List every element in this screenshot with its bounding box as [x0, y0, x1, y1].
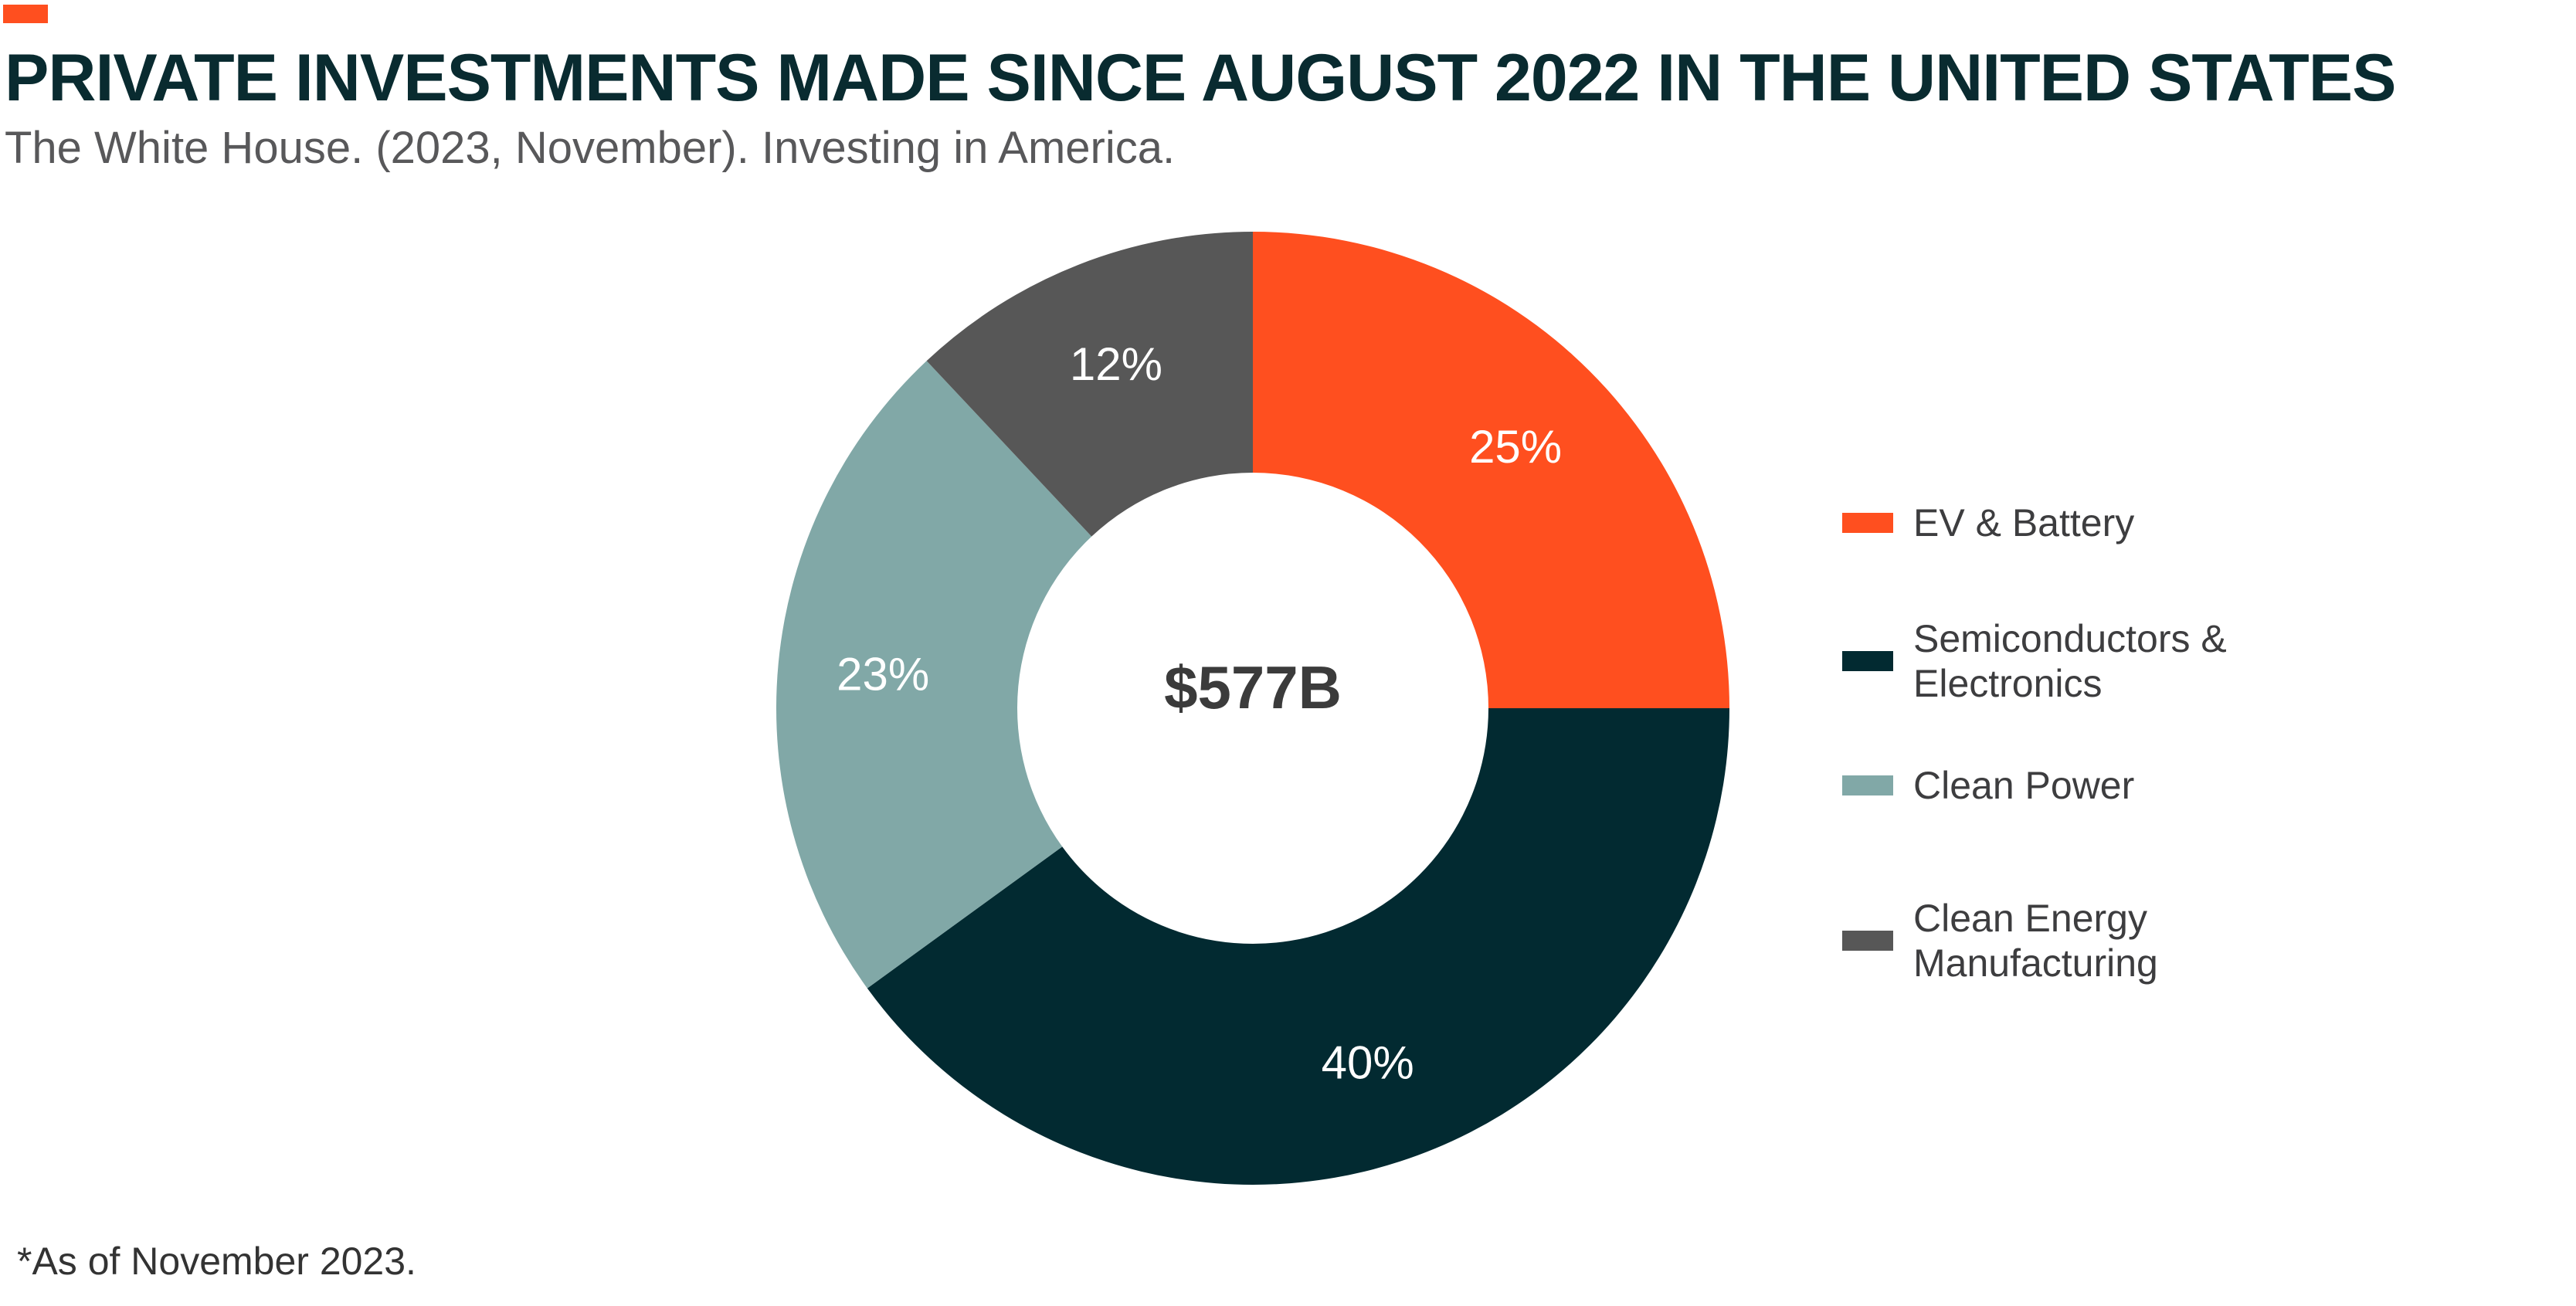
footnote: *As of November 2023. — [17, 1240, 416, 1283]
accent-bar — [3, 5, 48, 23]
slice-clean-power — [776, 361, 1092, 989]
slice-clean-energy-manufacturing — [926, 232, 1253, 537]
legend-swatch — [1842, 651, 1893, 671]
chart-subtitle: The White House. (2023, November). Inves… — [5, 123, 1176, 173]
slice-label-ev-and-battery: 25% — [1469, 421, 1562, 473]
legend-item-semiconductors-and-electronics: Semiconductors & Electronics — [1842, 616, 2276, 706]
slice-label-clean-power: 23% — [837, 649, 929, 700]
legend-item-clean-energy-manufacturing: Clean Energy Manufacturing — [1842, 896, 2276, 985]
legend-label: EV & Battery — [1913, 501, 2135, 544]
legend-swatch — [1842, 931, 1893, 951]
donut-chart: 25% 40% 23% 12% $577B — [776, 232, 1729, 1185]
chart-title: PRIVATE INVESTMENTS MADE SINCE AUGUST 20… — [5, 41, 2396, 115]
donut-slices — [776, 232, 1729, 1185]
slice-label-semiconductors-and-electronics: 40% — [1322, 1036, 1414, 1088]
center-total-label: $577B — [1164, 653, 1342, 721]
slice-label-clean-energy-manufacturing: 12% — [1070, 338, 1162, 390]
legend-label: Clean Power — [1913, 764, 2135, 807]
slice-ev-and-battery — [1253, 232, 1729, 708]
legend-swatch — [1842, 775, 1893, 795]
legend-label: Semiconductors & Electronics — [1913, 617, 2227, 705]
legend-item-ev-and-battery: EV & Battery — [1842, 500, 2500, 545]
slice-semiconductors-and-electronics — [867, 708, 1729, 1185]
legend-label: Clean Energy Manufacturing — [1913, 897, 2158, 985]
legend-item-clean-power: Clean Power — [1842, 763, 2500, 808]
legend-swatch — [1842, 513, 1893, 533]
slice-labels: 25% 40% 23% 12% — [837, 338, 1562, 1089]
